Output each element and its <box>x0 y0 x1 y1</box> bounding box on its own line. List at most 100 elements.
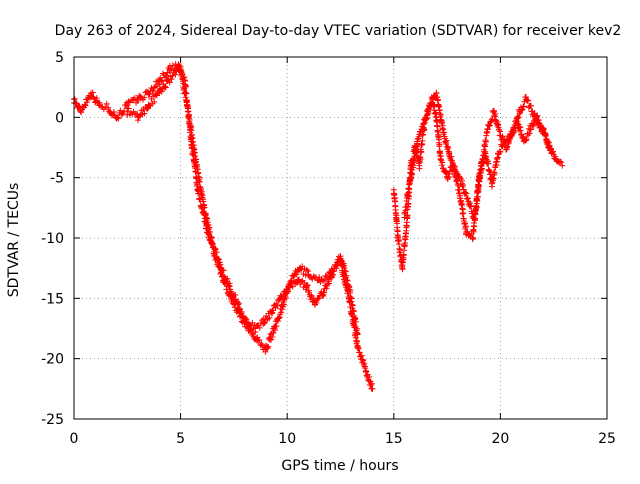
data-point <box>363 372 370 379</box>
data-point <box>517 124 524 131</box>
data-point <box>93 95 100 102</box>
data-point <box>419 137 426 144</box>
data-point <box>323 285 330 292</box>
data-point <box>239 313 246 320</box>
data-point <box>77 108 84 115</box>
data-point <box>460 186 467 193</box>
data-point <box>103 100 110 107</box>
data-point <box>141 94 148 101</box>
data-point <box>183 102 190 109</box>
data-point <box>361 360 368 367</box>
data-point <box>254 337 261 344</box>
data-point <box>443 137 450 144</box>
data-point <box>423 114 430 121</box>
data-point <box>537 123 544 130</box>
data-point <box>271 325 278 332</box>
data-point <box>362 365 369 372</box>
data-point <box>330 272 337 279</box>
data-point <box>169 62 176 69</box>
data-point <box>276 314 283 321</box>
data-point <box>414 138 421 145</box>
data-point <box>185 108 192 115</box>
data-point <box>424 108 431 115</box>
data-point <box>163 72 170 79</box>
data-point <box>320 289 327 296</box>
data-point <box>151 98 158 105</box>
data-point <box>177 66 184 73</box>
data-point <box>459 180 466 187</box>
data-point <box>125 98 132 105</box>
data-point <box>417 156 424 163</box>
data-point <box>427 102 434 109</box>
data-point <box>390 186 397 193</box>
data-point <box>113 114 120 121</box>
data-point <box>360 357 367 364</box>
data-point <box>141 110 148 117</box>
data-point <box>363 367 370 374</box>
data-point <box>356 349 363 356</box>
data-point <box>461 220 468 227</box>
data-point <box>463 228 470 235</box>
data-point <box>445 170 452 177</box>
data-point <box>269 307 276 314</box>
data-point <box>232 291 239 298</box>
data-point <box>470 228 477 235</box>
y-tick-label: -20 <box>41 352 64 368</box>
data-point <box>401 210 408 217</box>
data-point <box>145 90 152 97</box>
data-point <box>462 189 469 196</box>
data-point <box>405 193 412 200</box>
data-point <box>252 325 259 332</box>
data-point <box>337 253 344 260</box>
data-point <box>124 102 131 109</box>
data-point <box>469 235 476 241</box>
data-point <box>422 115 429 122</box>
data-point <box>484 126 491 133</box>
data-point <box>522 96 529 103</box>
data-point <box>164 78 171 85</box>
data-point <box>297 281 304 288</box>
data-point <box>546 142 553 149</box>
data-point <box>235 301 242 308</box>
data-point <box>279 301 286 308</box>
data-point <box>168 76 175 83</box>
data-point <box>186 117 193 124</box>
data-point <box>433 90 440 97</box>
data-point <box>105 104 112 111</box>
data-point <box>437 111 444 118</box>
data-point <box>305 287 312 294</box>
data-point <box>509 131 516 138</box>
data-point <box>448 153 455 160</box>
data-point <box>436 141 443 148</box>
data-point <box>201 204 208 211</box>
data-point <box>433 114 440 121</box>
data-point <box>286 283 293 290</box>
x-tick-label: 25 <box>598 431 616 447</box>
data-point <box>162 84 169 91</box>
data-point <box>456 192 463 199</box>
data-point <box>452 168 459 175</box>
data-point <box>315 295 322 302</box>
data-point <box>495 150 502 157</box>
data-point <box>542 131 549 138</box>
data-point <box>236 305 243 312</box>
data-point <box>268 336 275 343</box>
data-point <box>277 295 284 302</box>
data-point <box>358 352 365 359</box>
data-point <box>274 302 281 309</box>
data-point <box>188 127 195 134</box>
data-point <box>215 255 222 262</box>
data-point <box>462 223 469 230</box>
data-point <box>341 267 348 274</box>
data-point <box>464 195 471 202</box>
data-point <box>125 105 132 112</box>
y-tick-label: -5 <box>50 171 64 187</box>
data-point <box>78 109 85 116</box>
data-point <box>540 126 547 133</box>
data-point <box>256 324 263 331</box>
data-point <box>420 120 427 127</box>
data-point <box>444 174 451 181</box>
data-point <box>419 126 426 133</box>
data-point <box>481 148 488 155</box>
